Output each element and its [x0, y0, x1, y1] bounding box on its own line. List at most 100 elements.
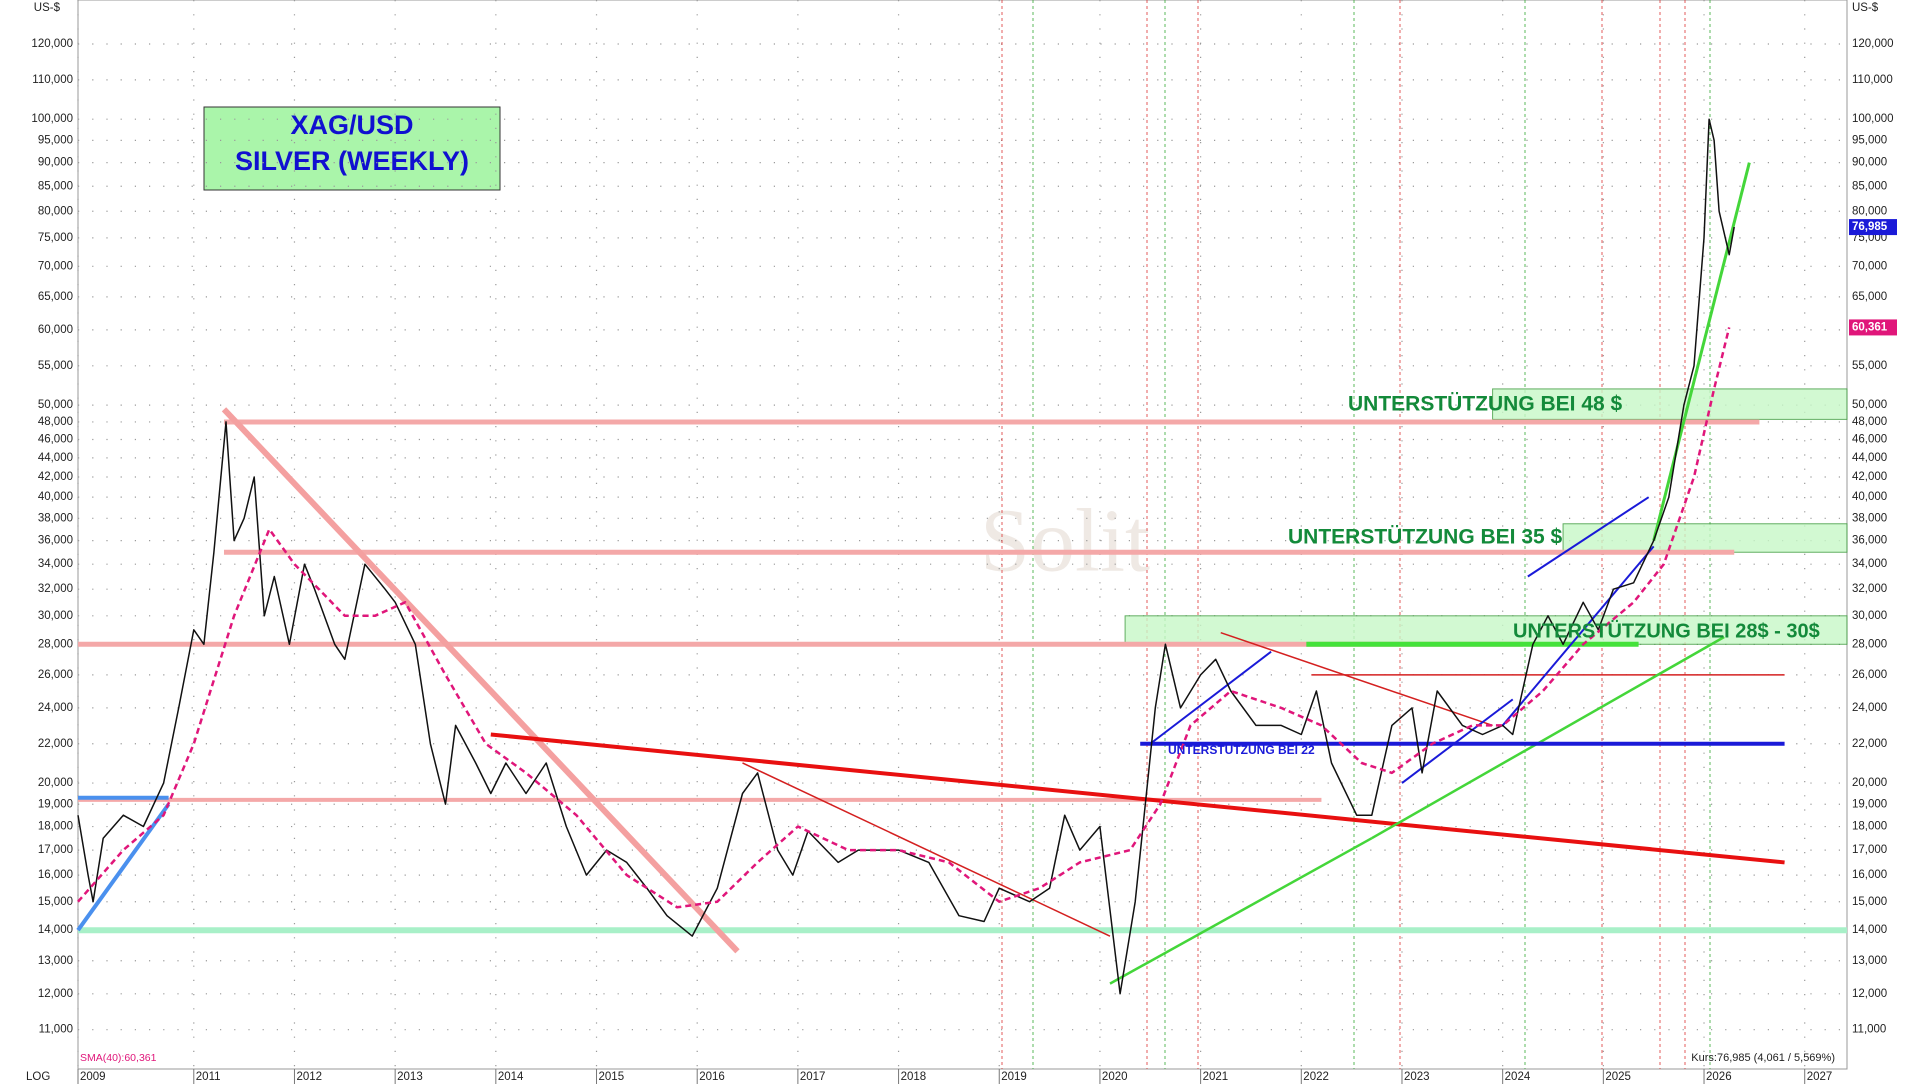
y-tick-label-right: 26,000 — [1852, 669, 1887, 681]
trendline — [221, 407, 740, 954]
last-value-label: 60,361 — [1852, 321, 1888, 333]
y-tick-label: 65,000 — [38, 291, 73, 303]
y-tick-label: 14,000 — [38, 924, 73, 936]
trendline — [742, 762, 1111, 937]
y-tick-label: 15,000 — [38, 896, 73, 908]
y-tick-label-right: 32,000 — [1852, 583, 1887, 595]
y-tick-label-right: 50,000 — [1852, 399, 1887, 411]
annotation: UNTERSTÜTZUNG BEI 22 — [1168, 742, 1315, 757]
y-tick-label: 12,000 — [38, 988, 73, 1000]
x-tick-label: 2020 — [1102, 1071, 1128, 1083]
y-tick-label-right: 19,000 — [1852, 798, 1887, 810]
y-tick-label-right: 34,000 — [1852, 558, 1887, 570]
y-tick-label-right: 120,000 — [1852, 38, 1894, 50]
y-tick-label-right: 85,000 — [1852, 180, 1887, 192]
watermark: Solit — [980, 492, 1150, 591]
y-tick-label-right: 11,000 — [1852, 1024, 1886, 1036]
y-tick-label-right: 100,000 — [1852, 113, 1894, 125]
y-tick-label-right: 28,000 — [1852, 638, 1887, 650]
y-tick-label: 32,000 — [38, 583, 73, 595]
y-tick-label: 26,000 — [38, 669, 73, 681]
y-tick-label-right: 12,000 — [1852, 988, 1887, 1000]
x-tick-label: 2014 — [498, 1071, 524, 1083]
y-tick-label: 22,000 — [38, 738, 73, 750]
trendline — [1652, 162, 1751, 541]
y-tick-label-right: 40,000 — [1852, 491, 1887, 503]
x-tick-label: 2017 — [800, 1071, 826, 1083]
x-tick-label: 2024 — [1505, 1071, 1531, 1083]
scale-label: LOG — [26, 1071, 50, 1083]
chart-subtitle: SILVER (WEEKLY) — [235, 146, 469, 176]
y-tick-label: 11,000 — [39, 1024, 73, 1036]
y-tick-label-right: 80,000 — [1852, 205, 1887, 217]
y-tick-label-right: 90,000 — [1852, 157, 1887, 169]
y-tick-label: 90,000 — [38, 157, 73, 169]
x-tick-label: 2022 — [1303, 1071, 1329, 1083]
support-zone — [1492, 388, 1848, 420]
y-tick-label: 50,000 — [38, 399, 73, 411]
x-tick-label: 2011 — [196, 1071, 221, 1083]
x-tick-label: 2023 — [1404, 1071, 1430, 1083]
title-box — [203, 106, 501, 191]
y-tick-label: 20,000 — [38, 777, 73, 789]
y-tick-label: 36,000 — [38, 535, 73, 547]
last-value-box — [1849, 219, 1897, 236]
y-tick-label-right: 48,000 — [1852, 416, 1887, 428]
y-tick-label-right: 55,000 — [1852, 360, 1887, 372]
y-tick-label: 16,000 — [38, 869, 73, 881]
y-tick-label-right: 95,000 — [1852, 134, 1887, 146]
y-tick-label: 24,000 — [38, 702, 73, 714]
trendline — [1401, 698, 1514, 784]
x-tick-label: 2012 — [296, 1071, 322, 1083]
y-unit-right: US-$ — [1852, 2, 1879, 14]
x-tick-label: 2019 — [1001, 1071, 1027, 1083]
trendline — [1220, 631, 1493, 727]
x-tick-label: 2009 — [80, 1071, 106, 1083]
y-tick-label: 110,000 — [32, 74, 73, 86]
y-tick-label-right: 15,000 — [1852, 896, 1887, 908]
y-tick-label-right: 16,000 — [1852, 869, 1887, 881]
y-tick-label: 55,000 — [38, 360, 73, 372]
x-tick-label: 2018 — [901, 1071, 927, 1083]
support-zone — [1124, 615, 1848, 645]
price-line — [77, 118, 1735, 995]
y-tick-label: 17,000 — [38, 844, 73, 856]
y-tick-label-right: 46,000 — [1852, 434, 1887, 446]
trendline — [76, 803, 171, 932]
y-tick-label: 34,000 — [38, 558, 73, 570]
y-tick-label-right: 110,000 — [1852, 74, 1893, 86]
support-zone — [1562, 523, 1848, 553]
x-tick-label: 2013 — [397, 1071, 423, 1083]
y-tick-label: 19,000 — [38, 798, 73, 810]
y-tick-label-right: 36,000 — [1852, 535, 1887, 547]
y-tick-label: 95,000 — [38, 134, 73, 146]
y-tick-label-right: 38,000 — [1852, 512, 1887, 524]
x-tick-label: 2016 — [699, 1071, 725, 1083]
x-tick-label: 2026 — [1706, 1071, 1732, 1083]
y-tick-label-right: 24,000 — [1852, 702, 1887, 714]
last-value-label: 76,985 — [1852, 221, 1888, 233]
y-tick-label: 13,000 — [38, 955, 73, 967]
trendline — [1527, 496, 1650, 578]
y-tick-label: 28,000 — [38, 638, 73, 650]
y-tick-label: 30,000 — [38, 610, 73, 622]
last-value-box — [1849, 319, 1897, 336]
y-tick-label: 42,000 — [38, 471, 73, 483]
y-tick-label: 75,000 — [38, 232, 73, 244]
y-tick-label: 40,000 — [38, 491, 73, 503]
y-tick-label: 46,000 — [38, 434, 73, 446]
y-tick-label: 48,000 — [38, 416, 73, 428]
y-tick-label-right: 18,000 — [1852, 821, 1887, 833]
price-line — [77, 327, 1731, 909]
y-tick-label: 70,000 — [38, 260, 73, 272]
y-tick-label-right: 20,000 — [1852, 777, 1887, 789]
annotation: UNTERSTÜTZUNG BEI 35 $ — [1288, 526, 1563, 549]
trendline — [1149, 650, 1272, 745]
y-tick-label: 85,000 — [38, 180, 73, 192]
x-tick-label: 2021 — [1203, 1071, 1229, 1083]
y-tick-label: 120,000 — [31, 38, 73, 50]
annotation: UNTERSTÜTZUNG BEI 28$ - 30$ — [1513, 619, 1820, 642]
chart-title: XAG/USD — [290, 110, 413, 140]
